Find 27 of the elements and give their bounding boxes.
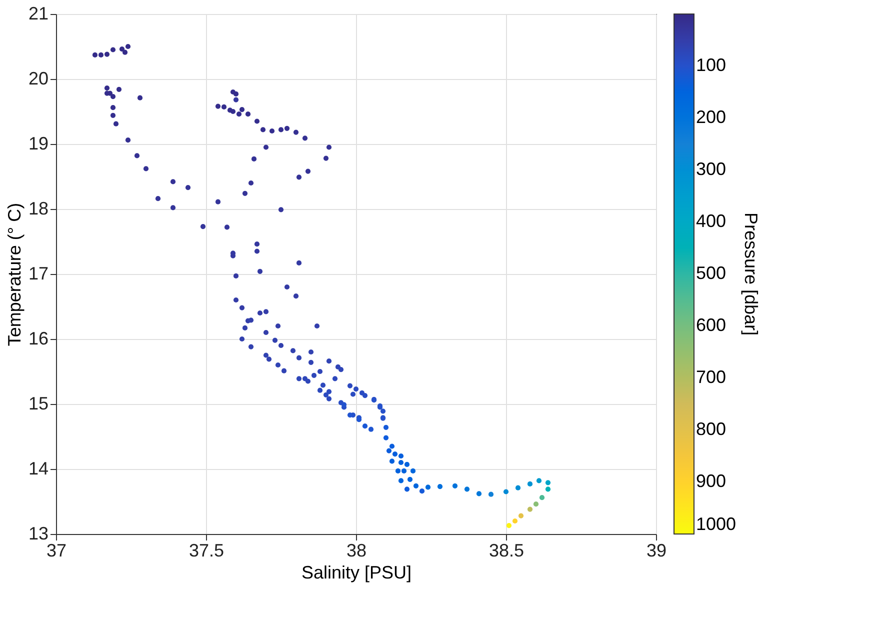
color-bar-label: 1000 (696, 514, 736, 534)
y-tick-label: 21 (28, 4, 48, 24)
y-tick-label: 17 (28, 264, 48, 284)
x-tick-label: 39 (646, 540, 667, 560)
y-tick-label: 13 (28, 524, 48, 544)
color-bar-label: 800 (696, 419, 726, 439)
y-tick-label: 20 (28, 68, 48, 88)
x-axis-title: Salinity [PSU] (301, 562, 412, 582)
x-tick-label: 38.5 (488, 540, 524, 560)
color-bar-label: 400 (696, 211, 726, 231)
x-tick-label: 38 (346, 540, 367, 560)
color-bar-label: 700 (696, 367, 726, 387)
y-tick-label: 19 (28, 134, 48, 154)
x-tick-label: 37.5 (188, 540, 224, 560)
y-tick-label: 14 (28, 458, 48, 478)
x-tick-label: 37 (46, 540, 67, 560)
color-bar-label: 900 (696, 471, 726, 491)
y-axis-title: Temperature (° C) (4, 202, 24, 346)
y-tick-label: 16 (28, 328, 48, 348)
color-bar-label: 300 (696, 159, 726, 179)
color-bar-label: 200 (696, 107, 726, 127)
y-tick-label: 15 (28, 394, 48, 414)
color-bar-label: 600 (696, 315, 726, 335)
color-bar-label: 100 (696, 55, 726, 75)
color-bar-title: Pressure [dbar] (741, 212, 761, 336)
color-bar-label: 500 (696, 263, 726, 283)
y-tick-label: 18 (28, 198, 48, 218)
